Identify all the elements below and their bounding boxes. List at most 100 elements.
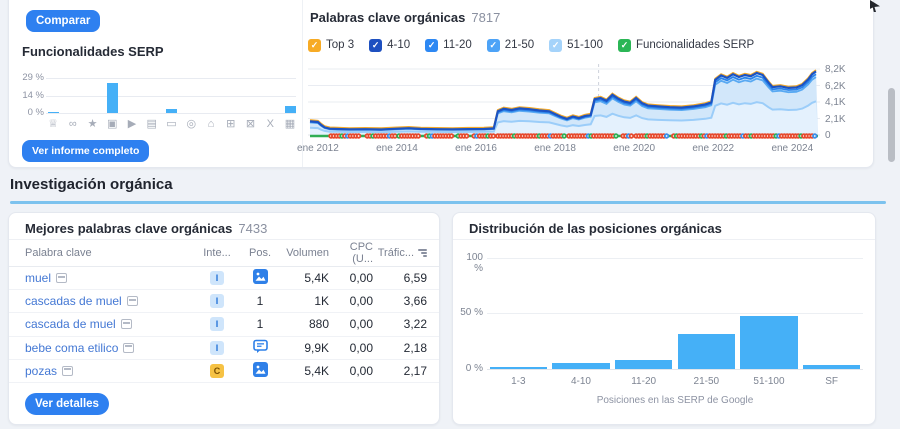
top-keywords-count: 7433 [238, 221, 268, 236]
volume-cell: 880 [279, 317, 329, 331]
distribution-y-label: 50 % [460, 307, 483, 318]
serp-snapshot-icon[interactable] [123, 342, 135, 353]
trend-y-label: 2,1K [825, 113, 846, 125]
mini-chart-y-label: 14 % [22, 90, 44, 101]
legend-item-funcionalidades-serp[interactable]: ✓ Funcionalidades SERP [617, 38, 755, 52]
cell-value: 2,18 [403, 340, 427, 355]
trend-y-label: 6,2K [825, 80, 846, 92]
full-report-button[interactable]: Ver informe completo [22, 140, 150, 162]
details-button[interactable]: Ver detalles [25, 392, 109, 415]
plus-box-icon: ⊞ [226, 118, 236, 130]
intent-cell: I [193, 271, 241, 286]
legend-label: 51-100 [567, 39, 603, 51]
organic-keywords-count: 7817 [471, 10, 501, 25]
distribution-bar [677, 334, 736, 369]
image-pack-icon [252, 269, 268, 287]
cpc-cell: 0,00 [329, 294, 373, 308]
volume-cell: 5,4K [279, 271, 329, 285]
serp-feature-bar [284, 105, 296, 113]
legend-checkbox-icon[interactable]: ✓ [369, 38, 383, 52]
keyword-row: muel I 5,4K 0,00 6,59 [9, 267, 439, 291]
distribution-x-label: 51-100 [753, 376, 785, 387]
keyword-cell: cascada de muel [25, 317, 193, 331]
serp-snapshot-icon[interactable] [126, 296, 138, 307]
legend-label: Funcionalidades SERP [635, 39, 755, 51]
keyword-link[interactable]: bebe coma etilico [25, 340, 119, 355]
trend-y-label: 0 [825, 130, 831, 141]
legend-item-top-3[interactable]: ✓ Top 3 [308, 38, 355, 52]
cell-value: 0,00 [349, 363, 373, 378]
cell-value: 0,00 [349, 271, 373, 286]
legend-label: 21-50 [504, 39, 535, 51]
top-keywords-title-row: Mejores palabras clave orgánicas 7433 [9, 213, 439, 240]
keyword-cell: pozas [25, 364, 193, 378]
keyword-link[interactable]: muel [25, 271, 52, 286]
serp-snapshot-icon[interactable] [120, 319, 132, 330]
intent-cell: C [193, 363, 241, 378]
legend-checkbox-icon[interactable]: ✓ [425, 38, 439, 52]
video-box-icon: ▤ [146, 118, 157, 130]
trend-x-label: ene 2016 [455, 143, 497, 154]
cell-value: 3,22 [403, 317, 427, 332]
legend-checkbox-icon[interactable]: ✓ [549, 38, 563, 52]
volume-cell: 9,9K [279, 341, 329, 355]
keyword-cell: bebe coma etilico [25, 341, 193, 355]
mini-chart-y-label: 29 % [22, 72, 44, 83]
distribution-bar [552, 363, 610, 369]
column-header-label: Palabra clave [25, 247, 92, 259]
keyword-link[interactable]: cascadas de muel [25, 294, 122, 309]
legend-label: Top 3 [326, 39, 355, 51]
mini-chart-gridline [46, 78, 296, 79]
legend-checkbox-icon[interactable]: ✓ [486, 38, 500, 52]
trend-y-label: 4,1K [825, 97, 846, 108]
traffic-cell: 2,18 [373, 341, 427, 355]
distribution-x-label: 4-10 [570, 376, 591, 387]
section-underline [10, 201, 886, 204]
serp-feature-bar [106, 82, 118, 113]
volume-cell: 1K [279, 294, 329, 308]
intent-badge: I [210, 340, 224, 355]
top-keywords-title: Mejores palabras clave orgánicas [25, 221, 233, 236]
position-cell [241, 361, 279, 380]
traffic-cell: 3,66 [373, 294, 427, 308]
legend-checkbox-icon[interactable]: ✓ [308, 38, 321, 52]
distribution-gridline [487, 313, 863, 314]
column-header-traf[interactable]: Tráfic... [373, 247, 427, 259]
keyword-link[interactable]: cascada de muel [25, 317, 116, 332]
cell-value: 880 [308, 317, 329, 332]
traffic-cell: 2,17 [373, 364, 427, 378]
serp-snapshot-icon[interactable] [62, 365, 74, 376]
vertical-scrollbar-thumb[interactable] [888, 88, 895, 162]
intent-badge: I [210, 294, 224, 309]
sort-descending-icon[interactable] [418, 249, 427, 257]
column-header-label: Tráfic... [377, 247, 414, 259]
serp-snapshot-icon[interactable] [56, 273, 68, 284]
compare-button[interactable]: Comparar [26, 10, 101, 32]
intent-badge: I [210, 271, 224, 286]
distribution-bar [614, 360, 673, 369]
keywords-table-body: muel I 5,4K 0,00 6,59 cascadas de muel I 1 1K 0,0… [9, 267, 439, 383]
home-icon: ⌂ [207, 118, 215, 130]
star-icon: ★ [87, 118, 98, 130]
distribution-title: Distribución de las posiciones orgánicas [469, 221, 722, 236]
column-header-kw: Palabra clave [25, 247, 193, 259]
keyword-link[interactable]: pozas [25, 363, 58, 378]
keyword-row: cascadas de muel I 1 1K 0,00 3,66 [9, 290, 439, 314]
legend-item-51-100[interactable]: ✓ 51-100 [549, 38, 603, 52]
cell-value: 0,00 [349, 340, 373, 355]
image-pack-icon [252, 361, 268, 380]
legend-checkbox-icon[interactable]: ✓ [617, 38, 631, 52]
grid-image-icon: ▦ [284, 118, 296, 130]
legend-label: 11-20 [443, 39, 472, 51]
legend-item-4-10[interactable]: ✓ 4-10 [369, 38, 410, 52]
positions-distribution-card: Distribución de las posiciones orgánicas… [452, 212, 876, 425]
legend-item-11-20[interactable]: ✓ 11-20 [425, 38, 472, 52]
intent-badge: I [210, 317, 224, 332]
keyword-row: pozas C 5,4K 0,00 2,17 [9, 360, 439, 383]
column-header-pos: Pos. [241, 247, 279, 259]
distribution-gridline [487, 369, 863, 370]
legend-item-21-50[interactable]: ✓ 21-50 [486, 38, 535, 52]
keywords-table-header: Palabra clave Inte... Pos. Volumen CPC (U...… [9, 240, 439, 267]
distribution-bar [802, 364, 861, 369]
